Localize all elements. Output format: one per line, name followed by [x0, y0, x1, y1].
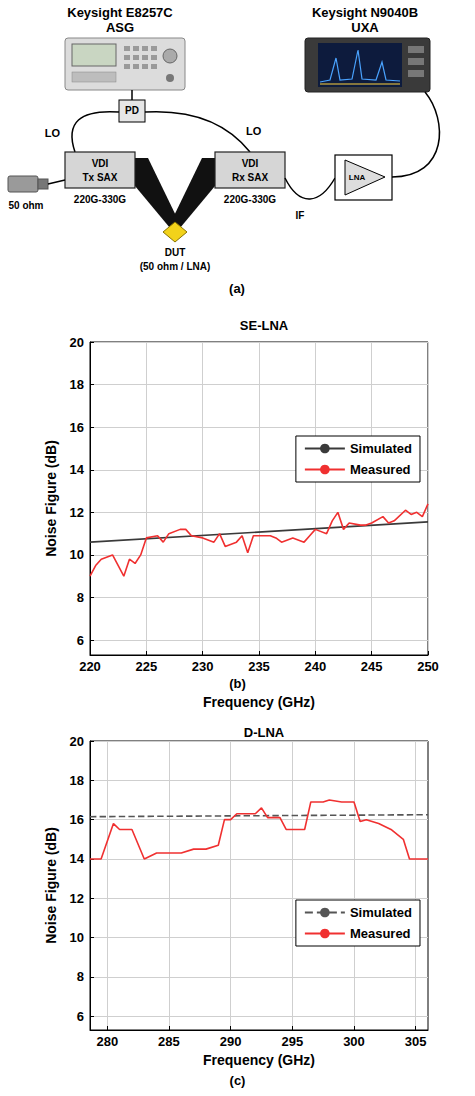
svg-text:235: 235	[248, 659, 270, 674]
svg-text:16: 16	[70, 812, 84, 827]
svg-text:10: 10	[70, 547, 84, 562]
svg-text:12: 12	[70, 505, 84, 520]
svg-text:Noise Figure (dB): Noise Figure (dB)	[43, 440, 59, 557]
svg-text:295: 295	[281, 1034, 303, 1049]
svg-text:230: 230	[192, 659, 214, 674]
svg-text:305: 305	[405, 1034, 427, 1049]
svg-text:220: 220	[79, 659, 101, 674]
svg-text:(a): (a)	[229, 281, 245, 296]
svg-text:10: 10	[70, 930, 84, 945]
svg-text:(b): (b)	[229, 676, 246, 691]
svg-text:Frequency (GHz): Frequency (GHz)	[203, 694, 315, 710]
svg-text:14: 14	[70, 851, 85, 866]
svg-text:LO: LO	[246, 125, 262, 137]
svg-text:8: 8	[77, 590, 84, 605]
svg-text:285: 285	[158, 1034, 180, 1049]
svg-text:16: 16	[70, 420, 84, 435]
svg-text:Keysight E8257C: Keysight E8257C	[67, 5, 173, 20]
svg-text:SE-LNA: SE-LNA	[240, 318, 289, 333]
svg-text:VDI: VDI	[92, 158, 109, 169]
svg-text:18: 18	[70, 773, 84, 788]
svg-text:Rx SAX: Rx SAX	[232, 172, 268, 183]
svg-text:12: 12	[70, 891, 84, 906]
svg-text:6: 6	[77, 633, 84, 648]
svg-text:Simulated: Simulated	[350, 905, 412, 920]
svg-text:Simulated: Simulated	[350, 441, 412, 456]
svg-text:VDI: VDI	[242, 158, 259, 169]
svg-text:Keysight N9040B: Keysight N9040B	[312, 5, 418, 20]
svg-text:Measured: Measured	[350, 926, 411, 941]
svg-text:14: 14	[70, 462, 85, 477]
svg-text:(50 ohm / LNA): (50 ohm / LNA)	[140, 261, 211, 272]
svg-text:UXA: UXA	[351, 20, 379, 35]
svg-text:225: 225	[135, 659, 157, 674]
svg-text:ASG: ASG	[106, 20, 134, 35]
svg-text:245: 245	[361, 659, 383, 674]
svg-text:(c): (c)	[230, 1073, 246, 1088]
svg-text:8: 8	[77, 969, 84, 984]
svg-text:220G-330G: 220G-330G	[224, 194, 276, 205]
svg-text:LO: LO	[45, 127, 61, 139]
svg-text:Noise Figure (dB): Noise Figure (dB)	[43, 827, 59, 944]
svg-text:50 ohm: 50 ohm	[8, 200, 43, 211]
svg-text:6: 6	[77, 1009, 84, 1024]
svg-text:Frequency (GHz): Frequency (GHz)	[203, 1052, 315, 1068]
svg-text:18: 18	[70, 377, 84, 392]
svg-text:D-LNA: D-LNA	[244, 725, 285, 740]
svg-text:20: 20	[70, 734, 84, 749]
svg-text:LNA: LNA	[349, 173, 366, 182]
svg-text:PD: PD	[125, 105, 139, 116]
svg-text:240: 240	[304, 659, 326, 674]
svg-text:280: 280	[96, 1034, 118, 1049]
svg-text:300: 300	[343, 1034, 365, 1049]
svg-text:20: 20	[70, 335, 84, 350]
svg-text:DUT: DUT	[165, 247, 186, 258]
svg-text:220G-330G: 220G-330G	[74, 194, 126, 205]
svg-text:290: 290	[220, 1034, 242, 1049]
svg-text:Tx SAX: Tx SAX	[82, 172, 117, 183]
svg-text:IF: IF	[296, 210, 305, 221]
svg-text:250: 250	[417, 659, 439, 674]
svg-text:Measured: Measured	[350, 462, 411, 477]
